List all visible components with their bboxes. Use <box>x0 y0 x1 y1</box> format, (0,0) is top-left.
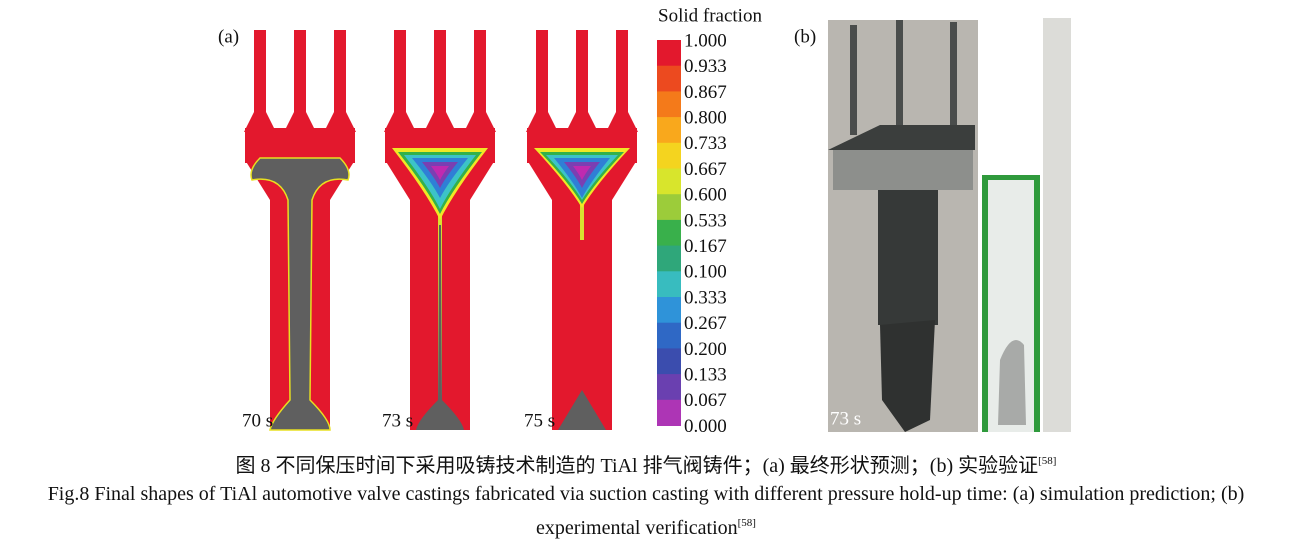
colorbar-label: 0.867 <box>684 82 727 103</box>
sprue <box>334 30 346 130</box>
sprue <box>254 30 266 130</box>
colorbar-label: 0.800 <box>684 107 727 128</box>
colorbar-label: 0.600 <box>684 185 727 206</box>
photo-time-label: 73 s <box>830 408 861 429</box>
colorbar-swatch <box>657 399 681 426</box>
colorbar-label: 0.200 <box>684 339 727 360</box>
colorbar-swatch <box>657 65 681 92</box>
sprue-head <box>566 112 598 132</box>
colorbar-label: 1.000 <box>684 30 727 51</box>
colorbar-swatch <box>657 322 681 349</box>
time-label: 70 s <box>242 410 273 431</box>
colorbar-label: 0.267 <box>684 313 727 334</box>
colorbar-label: 0.167 <box>684 236 727 257</box>
sprue <box>616 30 628 130</box>
sprue <box>576 30 588 130</box>
sprue <box>474 30 486 130</box>
photo-sample <box>998 340 1026 425</box>
caption-text: Fig.8 Final shapes of TiAl automotive va… <box>47 483 1245 539</box>
colorbar-swatch <box>657 142 681 169</box>
bar <box>245 128 355 163</box>
colorbar-swatch <box>657 297 681 324</box>
shrinkage <box>416 225 464 430</box>
colorbar-swatch <box>657 117 681 144</box>
shrinkage <box>558 390 606 430</box>
colorbar-swatch <box>657 194 681 221</box>
sprue-head <box>424 112 456 132</box>
colorbar-swatch <box>657 245 681 272</box>
colorbar-swatch <box>657 168 681 195</box>
colorbar-swatch <box>657 374 681 401</box>
time-label: 73 s <box>382 410 413 431</box>
panel-label: (b) <box>794 26 816 47</box>
colorbar-swatch <box>657 271 681 298</box>
sprue-head <box>384 112 416 132</box>
core-line <box>580 200 584 240</box>
caption-ref: [58] <box>737 517 756 529</box>
caption-en: Fig.8 Final shapes of TiAl automotive va… <box>10 480 1282 543</box>
time-label: 75 s <box>524 410 555 431</box>
colorbar-label: 0.000 <box>684 416 727 437</box>
caption-zh: 图 8 不同保压时间下采用吸铸技术制造的 TiAl 排气阀铸件；(a) 最终形状… <box>0 447 1292 481</box>
sprue <box>394 30 406 130</box>
colorbar-swatch <box>657 219 681 247</box>
sprue-head <box>324 112 356 132</box>
sprue-head <box>464 112 496 132</box>
colorbar-swatch <box>657 40 681 67</box>
sprue <box>536 30 548 130</box>
sprue <box>294 30 306 130</box>
sprue-head <box>284 112 316 132</box>
colorbar-swatch <box>657 91 681 118</box>
ruler <box>1043 18 1071 432</box>
sprue-head <box>606 112 638 132</box>
colorbar-label: 0.933 <box>684 56 727 77</box>
colorbar-title: Solid fraction <box>658 5 762 26</box>
colorbar-label: 0.667 <box>684 159 727 180</box>
shrinkage <box>250 157 350 431</box>
colorbar-label: 0.067 <box>684 390 727 411</box>
panel-label: (a) <box>218 26 239 47</box>
photo-casting <box>828 20 975 432</box>
caption-ref: [58] <box>1038 455 1057 467</box>
colorbar-label: 0.100 <box>684 262 727 283</box>
colorbar-label: 0.133 <box>684 364 727 385</box>
sprue <box>434 30 446 130</box>
contour <box>573 166 591 180</box>
colorbar-label: 0.533 <box>684 210 727 231</box>
colorbar-swatch <box>657 348 681 375</box>
sprue-head <box>526 112 558 132</box>
colorbar-label: 0.333 <box>684 287 727 308</box>
sprue-head <box>244 112 276 132</box>
contour <box>431 166 449 180</box>
colorbar-label: 0.733 <box>684 133 727 154</box>
caption-text: 图 8 不同保压时间下采用吸铸技术制造的 TiAl 排气阀铸件；(a) 最终形状… <box>235 455 1039 477</box>
figure: (b) 73 s (a) Solid fraction 70 s 73 s 75 s… <box>218 5 1071 437</box>
